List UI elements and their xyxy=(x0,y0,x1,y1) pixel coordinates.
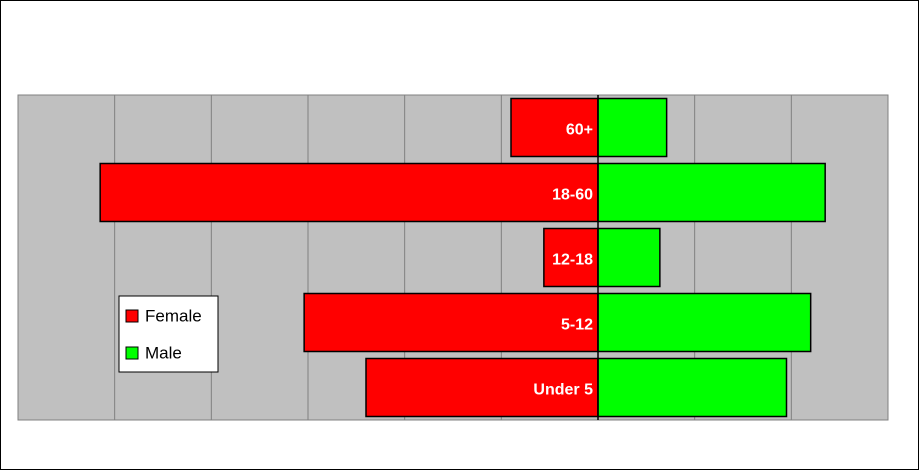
legend-label: Female xyxy=(145,306,202,325)
bar xyxy=(597,162,826,223)
bar xyxy=(99,162,599,223)
legend-label: Male xyxy=(145,343,182,362)
bar xyxy=(365,357,599,418)
bar xyxy=(543,227,599,288)
bar xyxy=(303,292,599,353)
category-label: 12-18 xyxy=(552,252,593,269)
legend-swatch xyxy=(125,346,139,360)
bar xyxy=(510,97,599,158)
bar xyxy=(597,292,812,353)
category-label: 18-60 xyxy=(552,187,593,204)
bar xyxy=(597,97,668,158)
legend-swatch xyxy=(125,309,139,323)
bar xyxy=(597,227,661,288)
category-label: 5-12 xyxy=(561,317,593,334)
category-label: 60+ xyxy=(566,122,593,139)
category-label: Under 5 xyxy=(533,382,593,399)
bar xyxy=(597,357,788,418)
